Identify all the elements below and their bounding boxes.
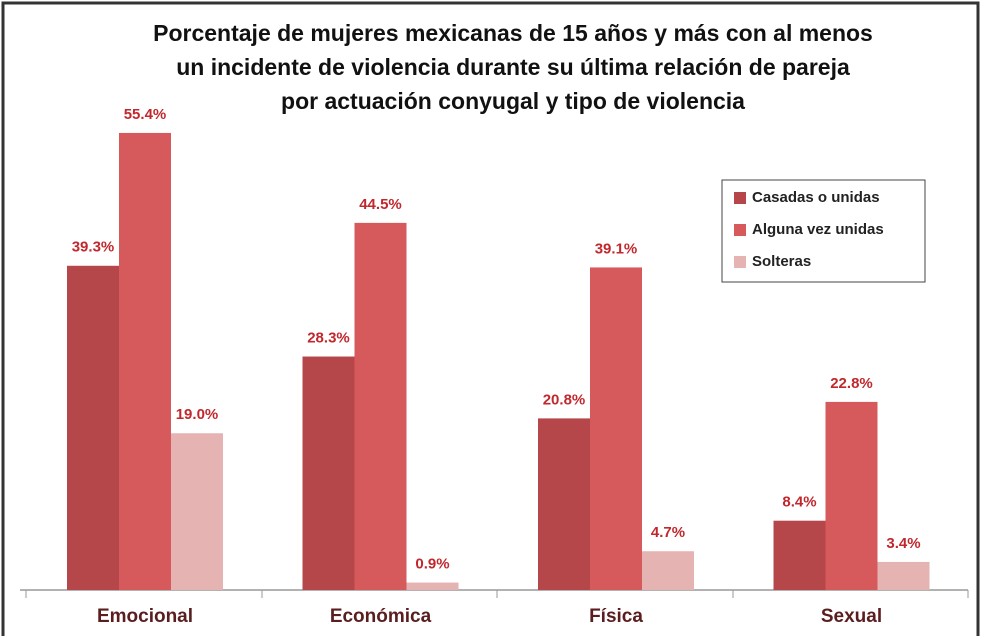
x-tick-label: Económica [330, 606, 432, 627]
chart-title: Porcentaje de mujeres mexicanas de 15 añ… [153, 20, 873, 46]
bar [825, 401, 878, 590]
bar [67, 265, 119, 590]
value-label: 19.0% [176, 406, 219, 423]
legend-swatch [734, 224, 746, 236]
legend-box [721, 179, 926, 283]
chart-title: por actuación conyugal y tipo de violenc… [281, 88, 745, 114]
chart-title: un incidente de violencia durante su últ… [176, 54, 850, 80]
value-label: 28.3% [307, 329, 350, 346]
value-label: 8.4% [782, 494, 816, 511]
bar [877, 561, 930, 590]
value-label: 3.4% [886, 535, 920, 552]
bar [406, 582, 459, 590]
bar [538, 418, 590, 590]
legend-swatch [734, 192, 746, 204]
x-tick-label: Física [589, 606, 643, 627]
bar [590, 267, 642, 590]
x-tick-label: Sexual [821, 606, 882, 627]
bar [119, 132, 171, 590]
bar [171, 433, 223, 590]
bar [354, 222, 407, 590]
value-label: 39.3% [72, 239, 115, 256]
value-label: 4.7% [651, 524, 685, 541]
x-tick-label: Emocional [97, 606, 193, 627]
value-label: 20.8% [543, 391, 586, 408]
bar [642, 551, 694, 590]
legend-label: Casadas o unidas [752, 189, 880, 206]
value-label: 39.1% [595, 240, 638, 257]
legend-swatch [734, 256, 746, 268]
value-label: 0.9% [415, 556, 449, 573]
value-label: 22.8% [830, 375, 873, 392]
bar [302, 356, 355, 590]
value-label: 55.4% [124, 106, 167, 123]
bar [773, 520, 826, 590]
value-label: 44.5% [359, 196, 402, 213]
legend-label: Alguna vez unidas [752, 221, 884, 238]
legend-label: Solteras [752, 253, 811, 270]
